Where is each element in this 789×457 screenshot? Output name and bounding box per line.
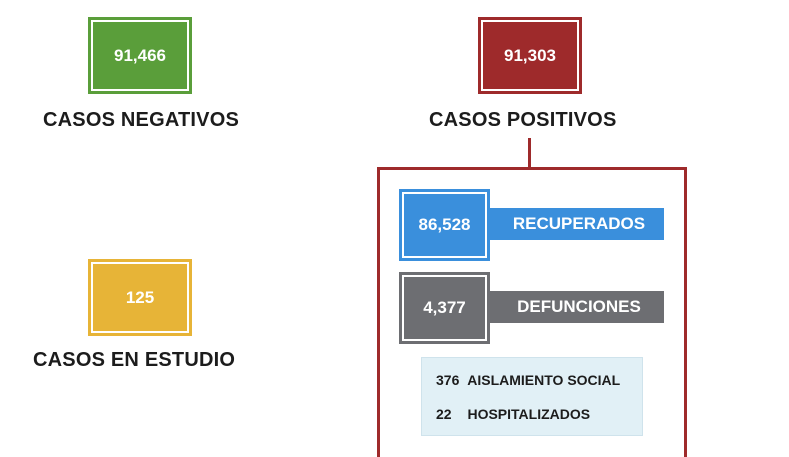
recovered-bar: RECUPERADOS [488,208,664,240]
detail-row-hospitalized: 22 HOSPITALIZADOS [436,406,590,422]
study-cases-label: CASOS EN ESTUDIO [33,349,236,371]
hospitalized-label: HOSPITALIZADOS [467,406,591,422]
positive-cases-label: CASOS POSITIVOS [429,109,617,131]
study-cases-value: 125 [91,262,189,333]
positive-cases-box: 91,303 [478,17,582,94]
deaths-box: 4,377 [399,272,490,344]
recovered-value: 86,528 [402,192,487,258]
hospitalized-count: 22 [436,406,452,422]
deaths-value: 4,377 [402,275,487,341]
negative-cases-box: 91,466 [88,17,192,94]
positive-cases-value: 91,303 [481,20,579,91]
positive-connector-line [528,138,531,168]
positive-breakdown-panel [377,167,687,457]
recovered-box: 86,528 [399,189,490,261]
isolation-count: 376 [436,372,460,388]
isolation-label: AISLAMIENTO SOCIAL [467,372,621,388]
study-cases-box: 125 [88,259,192,336]
deaths-bar: DEFUNCIONES [488,291,664,323]
negative-cases-value: 91,466 [91,20,189,91]
negative-cases-label: CASOS NEGATIVOS [43,109,239,131]
deaths-detail-box: 376 AISLAMIENTO SOCIAL 22 HOSPITALIZADOS [421,357,643,436]
detail-row-isolation: 376 AISLAMIENTO SOCIAL [436,372,620,388]
